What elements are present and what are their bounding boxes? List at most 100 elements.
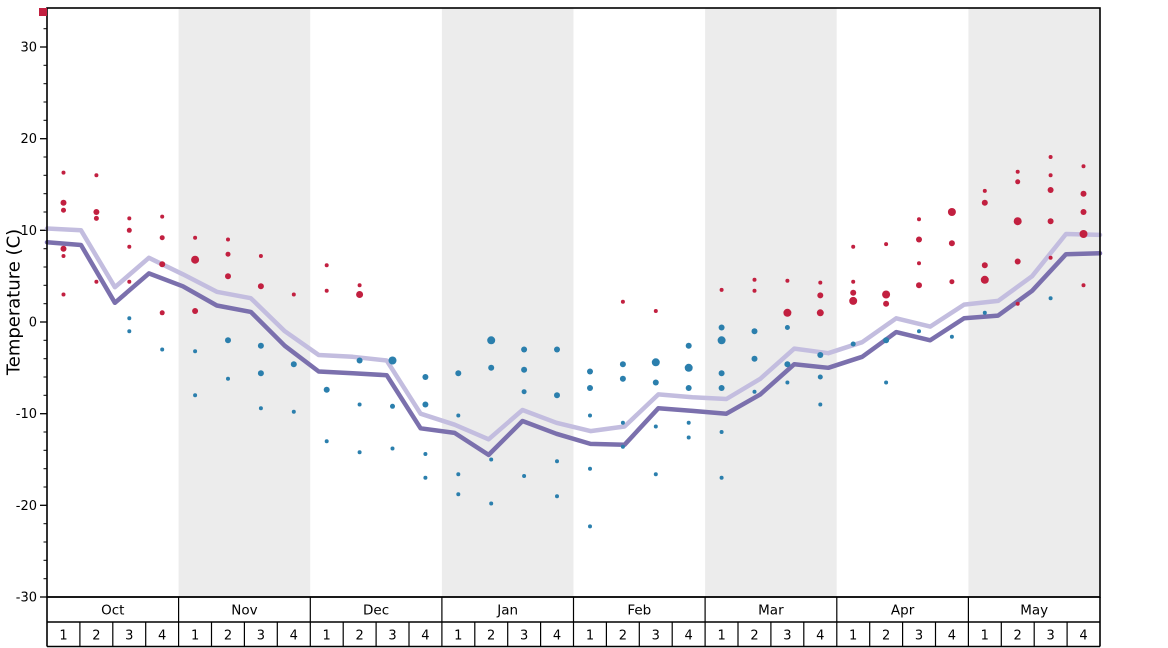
- min-temp-dot: [193, 349, 198, 354]
- max-temp-dot: [949, 279, 955, 285]
- max-temp-dot: [127, 279, 132, 284]
- month-label: Jan: [496, 603, 518, 619]
- max-temp-dot: [93, 209, 100, 215]
- max-temp-dot: [1015, 169, 1020, 174]
- max-temp-dot: [127, 244, 132, 249]
- min-temp-dot: [258, 406, 263, 411]
- max-temp-dot: [1081, 164, 1086, 169]
- max-temp-dot: [291, 292, 296, 297]
- max-temp-dot: [159, 310, 165, 316]
- week-label: 3: [257, 629, 265, 644]
- min-temp-dot: [423, 475, 428, 480]
- min-temp-dot: [850, 341, 856, 347]
- min-temp-dot: [521, 346, 528, 353]
- min-temp-dot: [324, 439, 329, 444]
- week-label: 1: [717, 629, 725, 644]
- week-label: 4: [290, 629, 298, 644]
- week-label: 2: [619, 629, 627, 644]
- max-temp-dot: [947, 208, 956, 216]
- min-temp-dot: [388, 356, 397, 365]
- min-temp-dot: [456, 492, 461, 497]
- min-temp-dot: [685, 385, 692, 391]
- min-temp-dot: [620, 420, 625, 425]
- week-label: 3: [388, 629, 396, 644]
- max-temp-dot: [356, 291, 364, 298]
- y-tick-label: -30: [16, 591, 37, 606]
- min-temp-dot: [554, 392, 560, 399]
- week-label: 4: [685, 629, 693, 644]
- min-temp-dot: [651, 358, 660, 367]
- min-temp-dot: [225, 337, 231, 344]
- week-label: 2: [92, 629, 100, 644]
- max-temp-dot: [916, 282, 922, 289]
- min-temp-dot: [884, 380, 889, 385]
- max-temp-dot: [719, 287, 724, 292]
- min-temp-dot: [784, 325, 790, 330]
- max-temp-dot: [752, 288, 757, 293]
- average-high-line: [44, 226, 1103, 442]
- week-label: 1: [981, 629, 989, 644]
- max-temp-dot: [324, 263, 329, 268]
- min-temp-dot: [1048, 296, 1053, 301]
- max-temp-dot: [191, 255, 200, 264]
- week-label: 2: [882, 629, 890, 644]
- max-temp-dot: [60, 199, 67, 206]
- max-temp-dot: [225, 251, 231, 257]
- week-label: 2: [750, 629, 758, 644]
- min-temp-dot: [226, 376, 230, 381]
- min-temp-dot: [127, 316, 132, 321]
- max-temp-dot: [981, 262, 988, 269]
- week-label: 3: [915, 629, 923, 644]
- max-temp-dot: [884, 242, 889, 247]
- max-temp-dot: [785, 278, 790, 283]
- min-temp-dot: [818, 402, 823, 407]
- min-temp-dot: [817, 352, 824, 358]
- min-temp-dot: [257, 342, 264, 349]
- week-label: 4: [1079, 629, 1087, 644]
- max-temp-dot: [357, 283, 362, 288]
- max-temp-dot: [61, 207, 66, 213]
- min-temp-dot: [653, 472, 658, 477]
- min-temp-dot: [718, 370, 725, 377]
- min-temp-dot: [620, 444, 625, 449]
- max-temp-dot: [225, 273, 231, 280]
- max-temp-dot: [752, 277, 757, 282]
- min-temp-dot: [357, 450, 362, 455]
- max-temp-dot: [917, 261, 921, 266]
- max-temp-dot: [982, 188, 987, 193]
- min-temp-dot: [588, 466, 592, 471]
- min-temp-dot: [489, 457, 494, 462]
- max-temp-dot: [192, 308, 199, 314]
- week-label: 4: [158, 629, 166, 644]
- week-label: 3: [125, 629, 133, 644]
- week-label: 4: [553, 629, 561, 644]
- min-temp-dot: [817, 374, 823, 380]
- min-temp-dot: [257, 370, 264, 377]
- max-temp-dot: [127, 216, 132, 221]
- month-label: Mar: [758, 603, 784, 619]
- min-temp-dot: [291, 409, 296, 414]
- max-temp-dot: [1048, 155, 1053, 159]
- min-temp-dot: [522, 474, 527, 478]
- week-label: 1: [191, 629, 199, 644]
- max-temp-dot: [851, 244, 856, 249]
- max-temp-dot: [1081, 283, 1086, 288]
- max-temp-dot: [94, 173, 99, 178]
- min-temp-dot: [719, 430, 724, 434]
- max-temp-dot: [1048, 255, 1053, 260]
- min-temp-dot: [685, 342, 692, 349]
- min-temp-dot: [521, 366, 528, 373]
- max-temp-dot: [193, 235, 198, 240]
- month-label: Nov: [231, 603, 257, 619]
- max-temp-dot: [882, 290, 891, 299]
- max-temp-dot: [817, 292, 824, 299]
- max-temp-dot: [917, 217, 921, 222]
- min-temp-dot: [917, 329, 921, 334]
- min-temp-dot: [982, 310, 987, 315]
- max-temp-dot: [818, 280, 823, 285]
- week-label: 1: [59, 629, 67, 644]
- max-temp-dot: [159, 235, 165, 241]
- min-temp-dot: [290, 361, 297, 368]
- month-label: Feb: [627, 603, 651, 619]
- month-label: May: [1020, 603, 1048, 619]
